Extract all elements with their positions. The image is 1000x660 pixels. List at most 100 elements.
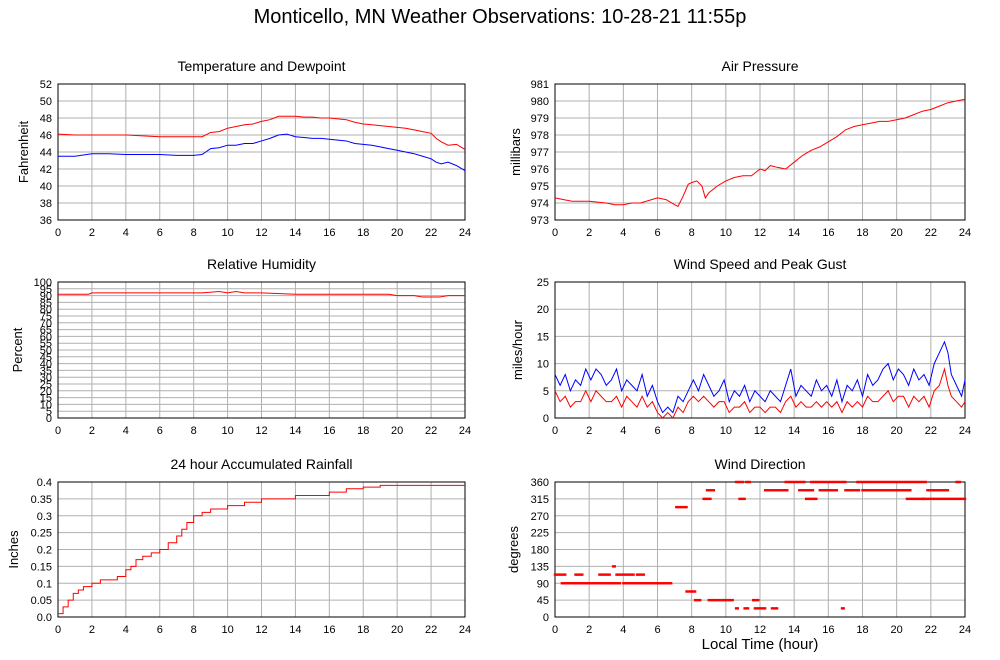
direction-point — [628, 582, 632, 585]
direction-point — [864, 489, 868, 492]
wind-ytick-label: 0 — [543, 413, 549, 425]
direction-point — [740, 497, 743, 501]
humidity-xtick-label: 14 — [289, 425, 301, 437]
pressure-xtick-label: 22 — [925, 227, 937, 239]
direction-point — [888, 489, 892, 492]
direction-point — [861, 489, 864, 492]
direction-point — [804, 497, 808, 501]
rain-xtick-label: 10 — [221, 624, 233, 636]
humidity-ytick-label: 65 — [40, 325, 52, 337]
direction-point — [603, 582, 606, 585]
direction-title: Wind Direction — [714, 456, 805, 472]
direction-point — [857, 489, 861, 492]
temp-xtick-label: 0 — [55, 227, 61, 239]
direction-point — [815, 497, 818, 501]
direction-point — [644, 582, 647, 585]
direction-point — [763, 607, 767, 610]
direction-point — [627, 582, 630, 585]
direction-point — [557, 573, 560, 576]
direction-point — [907, 480, 910, 484]
direction-point — [707, 489, 710, 492]
temp-ytick-label: 36 — [40, 215, 52, 227]
direction-point — [705, 489, 709, 492]
direction-point — [808, 497, 811, 501]
rain-ytick-label: 0.4 — [37, 477, 52, 489]
direction-point — [654, 582, 657, 585]
direction-point — [668, 582, 671, 585]
humidity-ytick-label: 50 — [40, 345, 52, 357]
direction-point — [946, 489, 950, 492]
direction-point — [914, 497, 917, 501]
direction-point — [613, 582, 616, 585]
pressure-ytick-label: 973 — [531, 215, 549, 227]
temp-xtick-label: 10 — [221, 227, 233, 239]
temp-ytick-label: 44 — [40, 147, 52, 159]
direction-point — [915, 480, 919, 484]
direction-point — [745, 480, 748, 484]
direction-point — [709, 598, 712, 602]
direction-point — [921, 497, 924, 501]
direction-point — [917, 497, 921, 501]
humidity-xtick-label: 6 — [157, 425, 163, 437]
humidity-xtick-label: 24 — [459, 425, 471, 437]
direction-point — [623, 582, 627, 585]
direction-point — [722, 598, 726, 602]
direction-point — [851, 489, 854, 492]
direction-point — [707, 497, 710, 501]
direction-point — [792, 480, 796, 484]
pressure-ytick-label: 981 — [531, 79, 549, 91]
direction-ytick-label: 45 — [537, 595, 549, 607]
direction-point — [871, 489, 874, 492]
direction-point — [963, 497, 967, 501]
direction-point — [751, 598, 755, 602]
direction-point — [813, 480, 816, 484]
direction-point — [755, 607, 758, 610]
direction-xtick-label: 8 — [689, 624, 695, 636]
direction-point — [936, 489, 939, 492]
humidity-ytick-label: 90 — [40, 291, 52, 303]
direction-point — [618, 582, 622, 585]
temp-xtick-label: 22 — [425, 227, 437, 239]
direction-point — [827, 480, 830, 484]
temp-ytick-label: 42 — [40, 164, 52, 176]
wind-ytick-label: 5 — [543, 386, 549, 398]
direction-point — [811, 497, 815, 501]
direction-point — [779, 489, 782, 492]
direction-point — [606, 582, 610, 585]
temp-xtick-label: 14 — [289, 227, 301, 239]
humidity-ytick-label: 10 — [40, 399, 52, 411]
direction-point — [564, 582, 567, 585]
direction-point — [844, 480, 847, 484]
direction-point — [939, 489, 943, 492]
temp-ytick-label: 38 — [40, 198, 52, 210]
direction-point — [724, 598, 728, 602]
direction-point — [794, 480, 798, 484]
temp-xtick-label: 16 — [323, 227, 335, 239]
wind-xtick-label: 24 — [959, 425, 971, 437]
humidity-xtick-label: 22 — [425, 425, 437, 437]
direction-point — [635, 573, 639, 576]
direction-point — [635, 582, 639, 585]
humidity-ytick-label: 70 — [40, 318, 52, 330]
direction-point — [618, 573, 622, 576]
direction-point — [873, 489, 876, 492]
direction-point — [885, 480, 888, 484]
direction-point — [562, 582, 565, 585]
direction-point — [728, 598, 731, 602]
pressure-series-line-0 — [554, 98, 966, 208]
direction-point — [910, 497, 914, 501]
direction-point — [876, 480, 880, 484]
direction-point — [738, 497, 741, 501]
direction-point — [774, 607, 777, 610]
rain-title: 24 hour Accumulated Rainfall — [170, 456, 352, 472]
humidity-series-line-0 — [58, 291, 465, 298]
temp-ytick-label: 52 — [40, 79, 52, 91]
direction-point — [806, 489, 810, 492]
direction-point — [770, 489, 774, 492]
direction-point — [941, 497, 944, 501]
pressure-xtick-label: 0 — [552, 227, 558, 239]
pressure-ytick-label: 974 — [531, 198, 549, 210]
direction-ytick-label: 90 — [537, 578, 549, 590]
rain-ytick-label: 0.35 — [31, 494, 52, 506]
